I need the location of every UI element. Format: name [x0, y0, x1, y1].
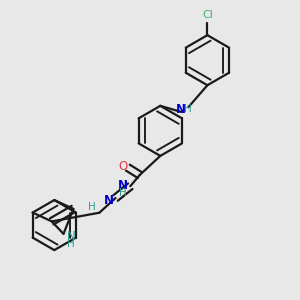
Text: N: N	[104, 194, 114, 207]
Text: N: N	[176, 103, 186, 116]
Text: Cl: Cl	[202, 10, 213, 20]
Text: N: N	[67, 230, 75, 243]
Text: N: N	[118, 179, 128, 192]
Text: H: H	[88, 202, 96, 212]
Text: H: H	[184, 104, 192, 114]
Text: O: O	[118, 160, 127, 173]
Text: H: H	[67, 239, 75, 249]
Text: H: H	[119, 188, 127, 198]
